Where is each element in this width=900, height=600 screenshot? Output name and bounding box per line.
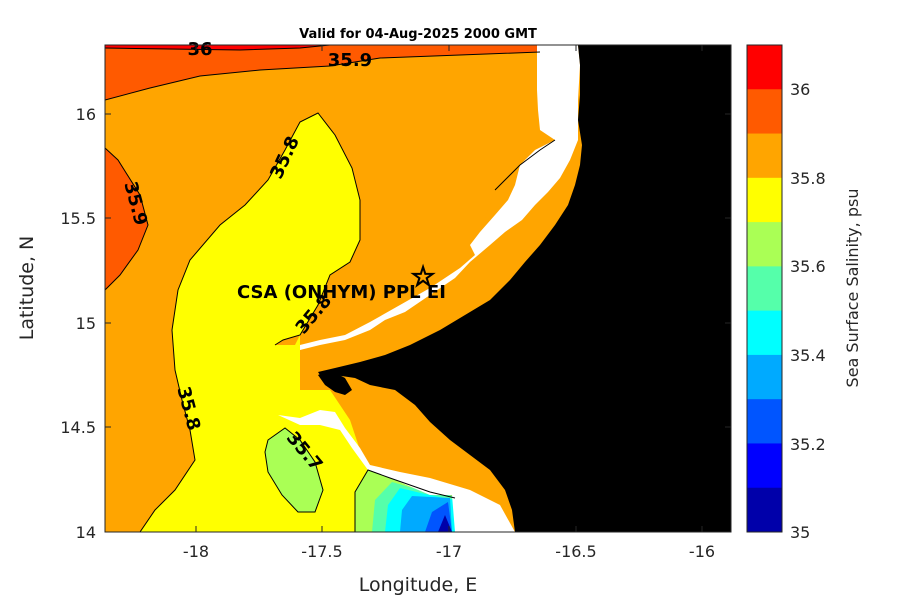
- contour-35-8-main: [139, 112, 361, 532]
- colorbar-label: Sea Surface Salinity, psu: [843, 189, 862, 388]
- y-tick-label: 14: [76, 523, 96, 542]
- colorbar-swatch: [747, 399, 782, 444]
- colorbar-tick-label: 35: [790, 523, 810, 542]
- contour-35-7-corner: [354, 469, 456, 532]
- colorbar-tick-label: 35.4: [790, 346, 826, 365]
- y-tick-label: 14.5: [60, 418, 96, 437]
- station-star-icon: ☆: [410, 260, 435, 293]
- colorbar-swatch: [747, 310, 782, 356]
- colorbar-swatch: [747, 45, 782, 90]
- x-axis: -18 -17.5 -17 -16.5 -16 Longitude, E: [183, 45, 715, 596]
- x-axis-label: Longitude, E: [359, 574, 478, 596]
- contour-35-8-coast: [494, 139, 556, 191]
- colorbar-swatch: [747, 354, 782, 400]
- band-35-9-to-36-left: [105, 148, 148, 290]
- contour-36: [105, 45, 331, 51]
- colorbar-tick-label: 35.2: [790, 435, 826, 454]
- land-mass: [318, 45, 731, 532]
- band-35-9-to-36-top: [105, 45, 540, 100]
- contour-label: 35.9: [328, 50, 372, 71]
- contour-35-9-top: [105, 51, 541, 101]
- colorbar-ticks: 36 35.8 35.6 35.4 35.2 35: [790, 80, 826, 542]
- plot-frame: [104, 44, 732, 533]
- colorbar-frame: [746, 44, 783, 533]
- contour-label: 36: [187, 39, 212, 60]
- colorbar-swatch: [747, 89, 782, 135]
- y-axis: 16 15.5 15 14.5 14 Latitude, N: [16, 105, 731, 542]
- contour-35-9-left: [105, 147, 149, 291]
- chart-title: Valid for 04-Aug-2025 2000 GMT: [299, 27, 537, 42]
- x-tick-label: -16: [689, 542, 715, 561]
- map-field: [105, 45, 731, 532]
- colorbar-tick-label: 36: [790, 80, 810, 99]
- colorbar-swatch: [747, 487, 782, 533]
- x-tick-label: -18: [183, 542, 209, 561]
- band-35-6-to-35-7: [265, 428, 323, 512]
- y-axis-label: Latitude, N: [16, 236, 38, 341]
- x-tick-label: -17: [436, 542, 462, 561]
- y-tick-label: 15.5: [60, 209, 96, 228]
- station-label: CSA (ONHYM) PPL EI: [237, 282, 446, 303]
- colorbar-tick-label: 35.6: [790, 257, 826, 276]
- colorbar-swatch: [747, 133, 782, 179]
- y-tick-label: 16: [76, 105, 96, 124]
- contour-35-7: [264, 427, 324, 513]
- cape-peninsula: [318, 370, 352, 395]
- y-tick-label: 15: [76, 314, 96, 333]
- colorbar-tick-label: 35.8: [790, 169, 826, 188]
- colorbar-swatch: [747, 222, 782, 267]
- colorbar: [747, 45, 782, 533]
- x-tick-label: -16.5: [555, 542, 596, 561]
- no-data-mask: [278, 45, 580, 532]
- colorbar-swatch: [747, 177, 782, 223]
- colorbar-swatch: [747, 443, 782, 489]
- x-tick-label: -17.5: [301, 542, 342, 561]
- colorbar-swatch: [747, 266, 782, 312]
